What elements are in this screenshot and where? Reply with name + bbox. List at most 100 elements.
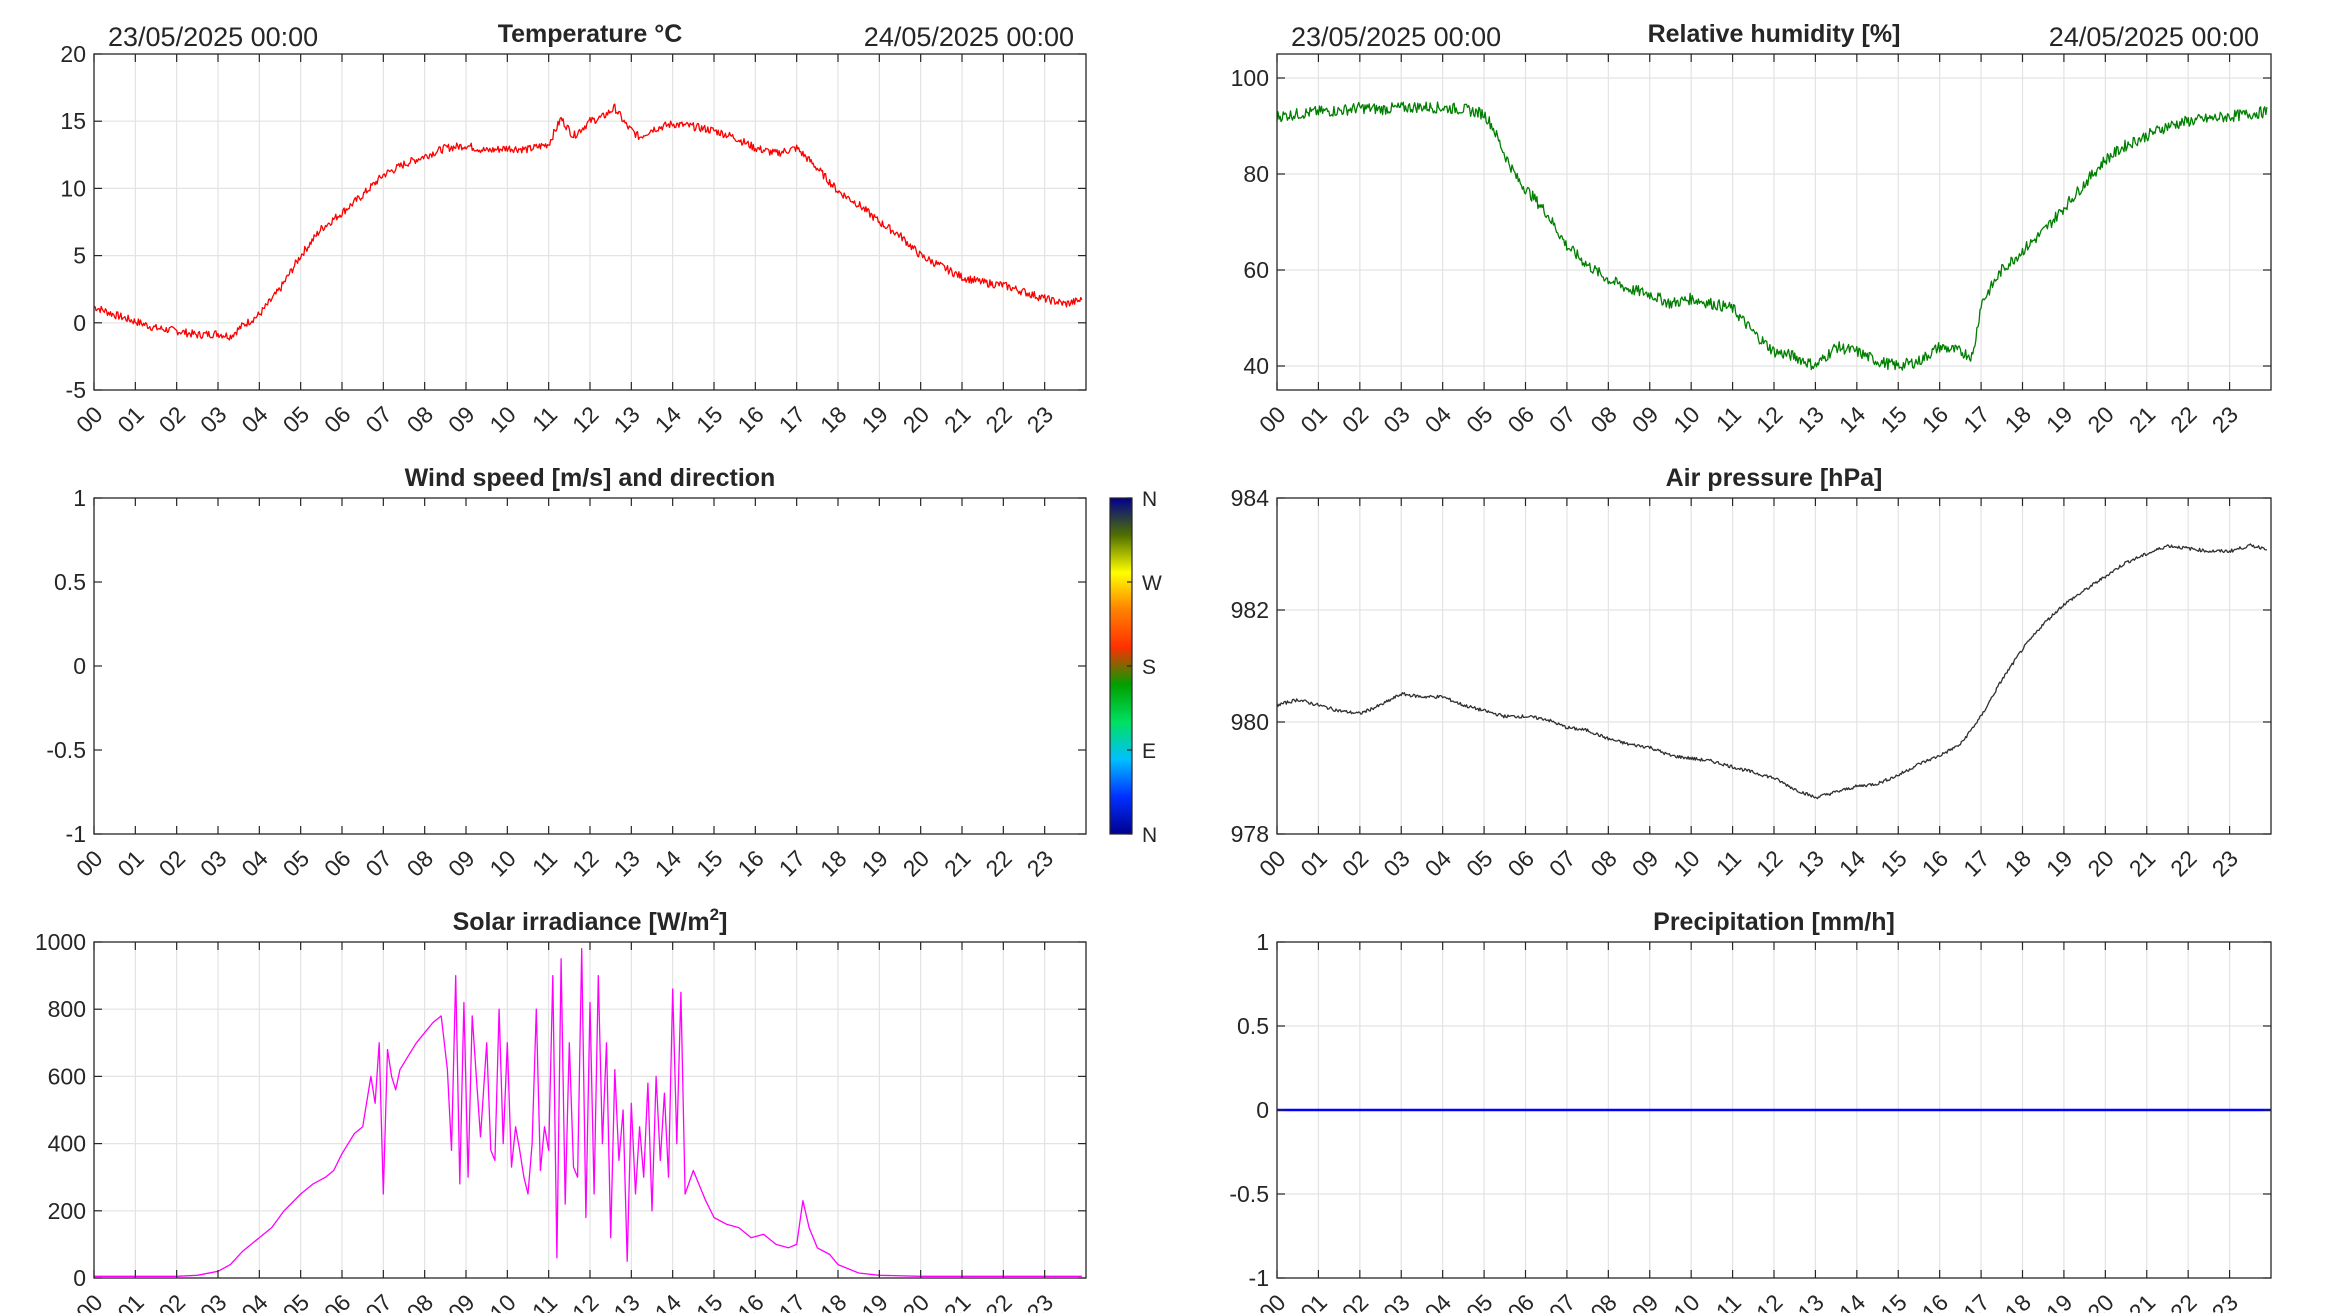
- x-tick-label: 19: [2041, 1289, 2077, 1313]
- x-tick-label: 08: [1585, 401, 1621, 437]
- x-tick-label: 22: [980, 1289, 1016, 1313]
- y-tick-label: 0: [73, 653, 86, 679]
- x-tick-label: 11: [527, 1289, 562, 1313]
- x-tick-label: 00: [1254, 1289, 1290, 1313]
- x-tick-label: 13: [1792, 401, 1828, 437]
- humidity-chart: 00 01 02 03 04 05 06 07 08 09 10 11 12 13 14 15 16 17 18 19…: [1231, 20, 2272, 438]
- x-tick-label: 21: [2124, 401, 2160, 437]
- y-tick-label: 10: [60, 175, 86, 201]
- y-tick-label: 980: [1231, 709, 1269, 735]
- y-tick-label: 0: [73, 310, 86, 336]
- y-tick-label: -1: [1249, 1265, 1269, 1291]
- x-tick-label: 12: [567, 401, 603, 437]
- x-tick-label: 16: [1917, 401, 1953, 437]
- x-tick-label: 03: [195, 845, 231, 881]
- x-tick-label: 15: [691, 845, 727, 881]
- x-tick-label: 15: [691, 401, 727, 437]
- precipitation-chart: 00 01 02 03 04 05 06 07 08 09 10 11 12 13 14 15 16 17 18 19…: [1229, 908, 2272, 1313]
- x-tick-label: 13: [1792, 1289, 1828, 1313]
- colorbar-label: S: [1142, 656, 1156, 679]
- x-tick-label: 05: [1461, 401, 1497, 437]
- x-tick-label: 01: [1295, 401, 1331, 437]
- x-tick-label: 01: [112, 1289, 148, 1313]
- x-tick-label: 15: [1875, 845, 1911, 881]
- temperature-chart: 00 01 02 03 04 05 06 07 08 09 10 11 12 13 14 15 16 17 18 19…: [60, 20, 1087, 438]
- y-tick-label: -5: [66, 377, 86, 403]
- x-tick-label: 07: [360, 401, 396, 437]
- x-tick-label: 11: [527, 401, 562, 436]
- pressure-title: Air pressure [hPa]: [1666, 464, 1883, 492]
- x-tick-label: 09: [443, 845, 479, 881]
- date-end-label: 24/05/2025 00:00: [2049, 22, 2259, 52]
- x-tick-label: 03: [195, 1289, 231, 1313]
- x-tick-label: 11: [527, 845, 562, 880]
- x-tick-label: 03: [1378, 845, 1414, 881]
- x-tick-label: 03: [1378, 1289, 1414, 1313]
- temperature-title: Temperature °C: [498, 20, 683, 48]
- x-tick-label: 08: [1585, 1289, 1621, 1313]
- x-tick-label: 01: [112, 845, 148, 881]
- x-tick-label: 17: [1958, 401, 1994, 437]
- x-tick-label: 20: [2082, 1289, 2118, 1313]
- x-tick-label: 16: [1917, 845, 1953, 881]
- x-tick-label: 15: [1875, 401, 1911, 437]
- x-tick-label: 17: [1958, 845, 1994, 881]
- x-tick-label: 17: [774, 401, 810, 437]
- x-tick-label: 12: [1751, 1289, 1787, 1313]
- x-tick-label: 19: [856, 845, 892, 881]
- x-tick-label: 16: [732, 845, 768, 881]
- humidity-series-line: [1276, 101, 2268, 371]
- x-tick-label: 19: [856, 401, 892, 437]
- x-tick-label: 10: [484, 1289, 520, 1313]
- x-tick-label: 04: [1420, 845, 1457, 882]
- x-tick-label: 07: [1544, 401, 1580, 437]
- x-tick-label: 20: [898, 401, 934, 437]
- solar-chart: 00 01 02 03 04 05 06 07 08 09 10 11 12 13 14 15 16 17 18 19…: [35, 905, 1087, 1313]
- x-tick-label: 10: [1668, 845, 1704, 881]
- x-tick-label: 00: [1254, 401, 1290, 437]
- x-tick-label: 19: [2041, 401, 2077, 437]
- solar-title: Solar irradiance [W/m2]: [453, 905, 728, 936]
- y-tick-label: 200: [48, 1198, 86, 1224]
- x-tick-label: 13: [608, 1289, 644, 1313]
- x-tick-label: 04: [236, 1289, 273, 1313]
- y-tick-label: -0.5: [1229, 1181, 1269, 1207]
- date-end-label: 24/05/2025 00:00: [864, 22, 1074, 52]
- x-tick-label: 05: [1461, 1289, 1497, 1313]
- x-tick-label: 18: [2000, 1289, 2036, 1313]
- x-tick-label: 15: [1875, 1289, 1911, 1313]
- x-tick-label: 08: [402, 401, 438, 437]
- x-tick-label: 02: [154, 401, 190, 437]
- x-tick-label: 12: [1751, 401, 1787, 437]
- colorbar-label: N: [1142, 824, 1157, 847]
- wind-chart: 00 01 02 03 04 05 06 07 08 09 10 11 12 13 14 15 16 17 18 19…: [46, 464, 1162, 882]
- x-tick-label: 11: [1711, 1289, 1746, 1313]
- precipitation-title: Precipitation [mm/h]: [1653, 908, 1895, 936]
- x-tick-label: 22: [2165, 845, 2201, 881]
- y-tick-label: -1: [66, 821, 86, 847]
- x-tick-label: 12: [1751, 845, 1787, 881]
- x-tick-label: 12: [567, 845, 603, 881]
- x-tick-label: 02: [1337, 1289, 1373, 1313]
- wind-plot-area: [94, 498, 1086, 834]
- y-tick-label: 60: [1243, 257, 1269, 283]
- x-tick-label: 17: [774, 845, 810, 881]
- x-tick-label: 23: [1022, 845, 1058, 881]
- x-tick-label: 18: [815, 401, 851, 437]
- x-tick-label: 21: [2124, 845, 2160, 881]
- x-tick-label: 14: [1834, 845, 1871, 882]
- x-tick-label: 16: [732, 401, 768, 437]
- y-tick-label: 978: [1231, 821, 1269, 847]
- y-tick-label: 600: [48, 1063, 86, 1089]
- y-tick-label: 100: [1231, 65, 1269, 91]
- x-tick-label: 19: [856, 1289, 892, 1313]
- x-tick-label: 16: [732, 1289, 768, 1313]
- pressure-series-line: [1276, 543, 2267, 800]
- x-tick-label: 13: [1792, 845, 1828, 881]
- temperature-series-line: [93, 103, 1083, 341]
- x-tick-label: 21: [2124, 1289, 2160, 1313]
- x-tick-label: 00: [71, 1289, 107, 1313]
- x-tick-label: 22: [2165, 401, 2201, 437]
- x-tick-label: 00: [71, 845, 107, 881]
